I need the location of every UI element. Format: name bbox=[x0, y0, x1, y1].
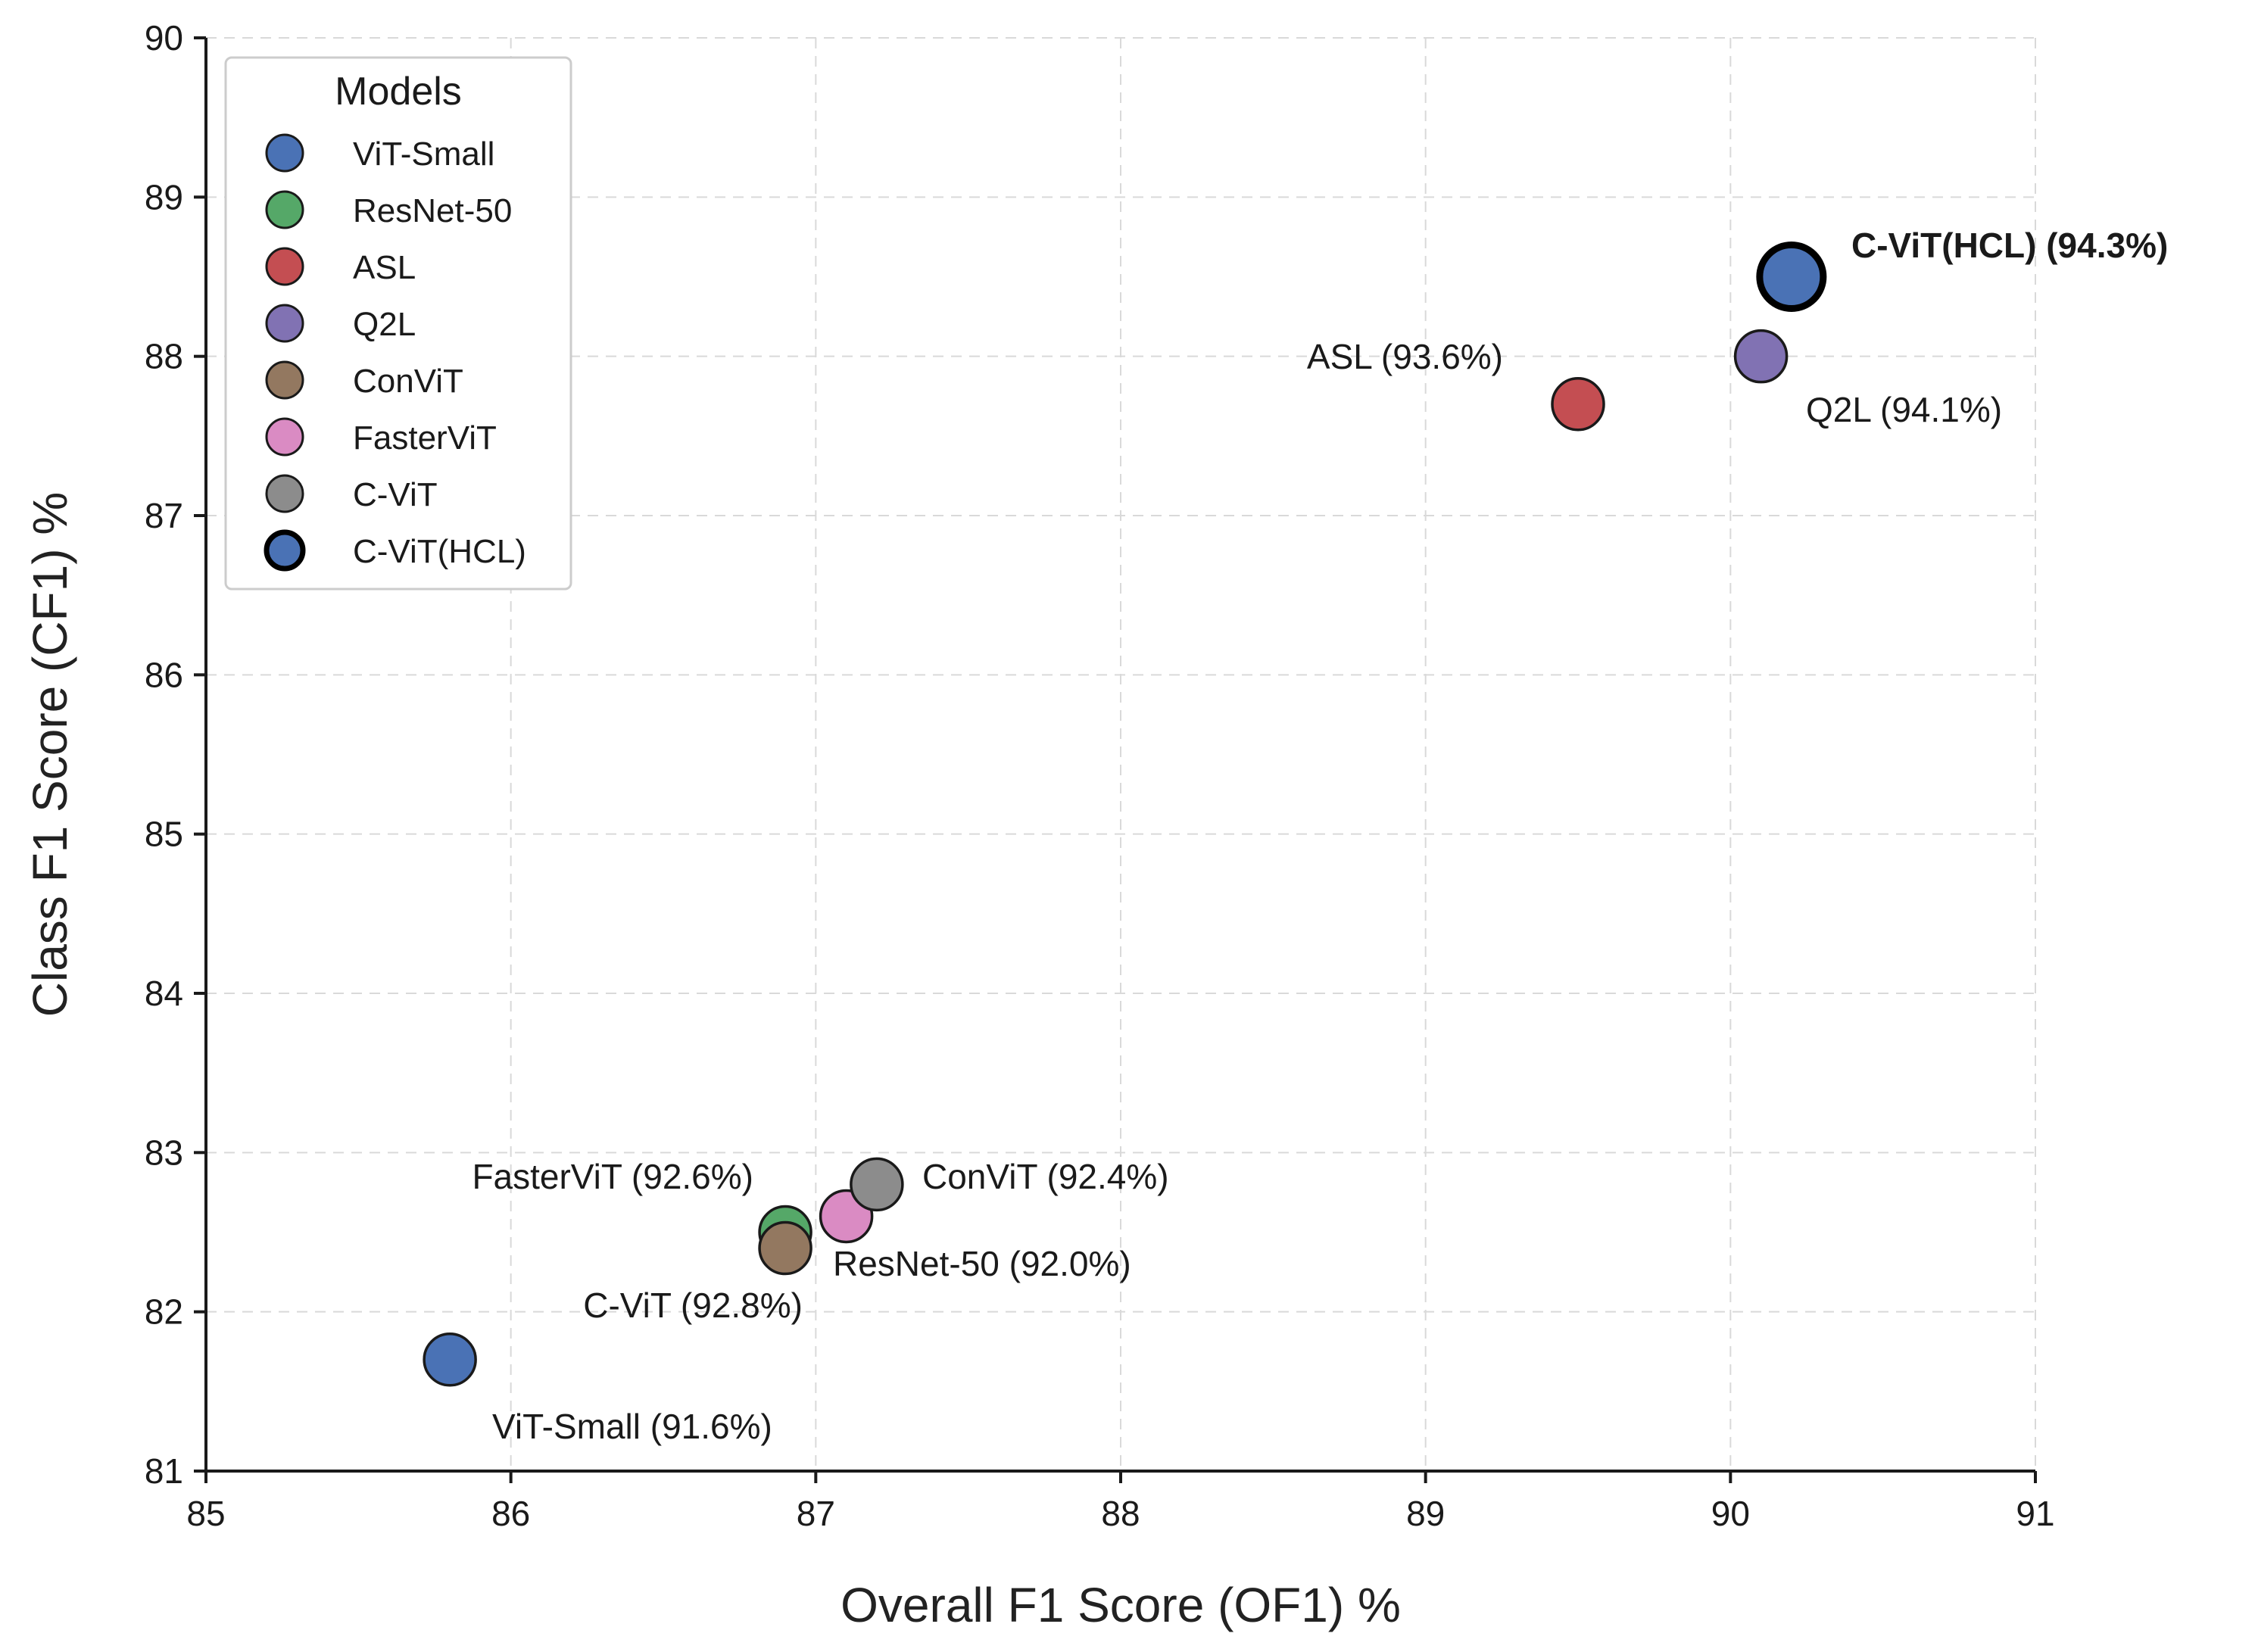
point-convit bbox=[758, 1220, 812, 1276]
x-tick-label: 87 bbox=[797, 1494, 835, 1533]
annotation-q2l: Q2L (94.1%) bbox=[1806, 390, 2002, 429]
x-tick-label: 86 bbox=[491, 1494, 530, 1533]
legend-item: Q2L bbox=[265, 304, 416, 343]
y-tick-label: 89 bbox=[145, 177, 183, 217]
annotation-convit: ConViT (92.4%) bbox=[922, 1157, 1169, 1196]
legend-marker bbox=[265, 474, 304, 513]
y-tick-label: 83 bbox=[145, 1133, 183, 1172]
legend-item: C-ViT(HCL) bbox=[264, 529, 526, 572]
legend-item: ConViT bbox=[265, 360, 463, 400]
x-axis-title: Overall F1 Score (OF1) % bbox=[841, 1578, 1401, 1632]
point-asl bbox=[1551, 377, 1605, 432]
y-tick-label: 82 bbox=[145, 1292, 183, 1332]
legend-label: ViT-Small bbox=[353, 136, 494, 173]
legend-item: ResNet-50 bbox=[265, 190, 512, 229]
y-axis-title: Class F1 Score (CF1) % bbox=[23, 492, 77, 1017]
point-c-vit bbox=[850, 1157, 904, 1212]
y-tick-label: 85 bbox=[145, 815, 183, 854]
legend-label: ResNet-50 bbox=[353, 192, 512, 229]
annotation-resnet-50: ResNet-50 (92.0%) bbox=[833, 1244, 1131, 1283]
legend-marker bbox=[265, 247, 304, 286]
legend-marker bbox=[264, 529, 306, 572]
legend-label: Q2L bbox=[353, 306, 416, 343]
x-tick-label: 89 bbox=[1406, 1494, 1445, 1533]
legend-title: Models bbox=[335, 70, 462, 114]
point-q2l bbox=[1733, 329, 1789, 384]
legend-marker bbox=[265, 190, 304, 229]
annotation-asl: ASL (93.6%) bbox=[1307, 337, 1503, 376]
legend-label: ConViT bbox=[353, 363, 463, 400]
legend-item: ViT-Small bbox=[265, 133, 494, 173]
legend-item: FasterViT bbox=[265, 417, 497, 457]
legend-marker bbox=[265, 417, 304, 457]
annotation-vit-small: ViT-Small (91.6%) bbox=[492, 1407, 772, 1446]
legend: Models ViT-Small ResNet-50 ASL Q2L ConViT Fas… bbox=[224, 56, 572, 591]
y-tick-label: 86 bbox=[145, 655, 183, 694]
legend-label: ASL bbox=[353, 249, 416, 286]
annotation-c-vit-hcl: C-ViT(HCL) (94.3%) bbox=[1851, 226, 2168, 265]
point-annotations: ViT-Small (91.6%) ResNet-50 (92.0%) ASL (9… bbox=[472, 226, 2168, 1446]
y-tick-label: 90 bbox=[145, 18, 183, 58]
annotation-fastervit: FasterViT (92.6%) bbox=[472, 1157, 753, 1196]
legend-marker bbox=[265, 133, 304, 173]
x-tick-label: 85 bbox=[186, 1494, 225, 1533]
legend-label: C-ViT bbox=[353, 476, 438, 513]
legend-item: C-ViT bbox=[265, 474, 438, 513]
legend-box bbox=[224, 56, 572, 591]
y-tick-label: 84 bbox=[145, 974, 183, 1013]
point-c-vit-hcl bbox=[1756, 242, 1827, 312]
tick-labels: 85 86 87 88 89 90 91 81 82 83 84 85 86 87 88 89 90 bbox=[145, 18, 2055, 1533]
axes bbox=[194, 36, 2037, 1483]
legend-marker bbox=[265, 304, 304, 343]
legend-label: C-ViT(HCL) bbox=[353, 533, 526, 570]
y-tick-label: 87 bbox=[145, 496, 183, 535]
legend-label: FasterViT bbox=[353, 419, 497, 457]
x-tick-label: 91 bbox=[2016, 1494, 2054, 1533]
x-tick-label: 90 bbox=[1711, 1494, 1750, 1533]
legend-item: ASL bbox=[265, 247, 416, 286]
annotation-c-vit: C-ViT (92.8%) bbox=[583, 1286, 803, 1325]
data-points bbox=[423, 242, 1827, 1387]
y-tick-label: 81 bbox=[145, 1451, 183, 1491]
y-tick-label: 88 bbox=[145, 337, 183, 376]
point-vit-small bbox=[423, 1333, 477, 1387]
x-tick-label: 88 bbox=[1101, 1494, 1140, 1533]
legend-items: ViT-Small ResNet-50 ASL Q2L ConViT FasterViT C… bbox=[264, 133, 526, 572]
legend-marker bbox=[265, 360, 304, 400]
